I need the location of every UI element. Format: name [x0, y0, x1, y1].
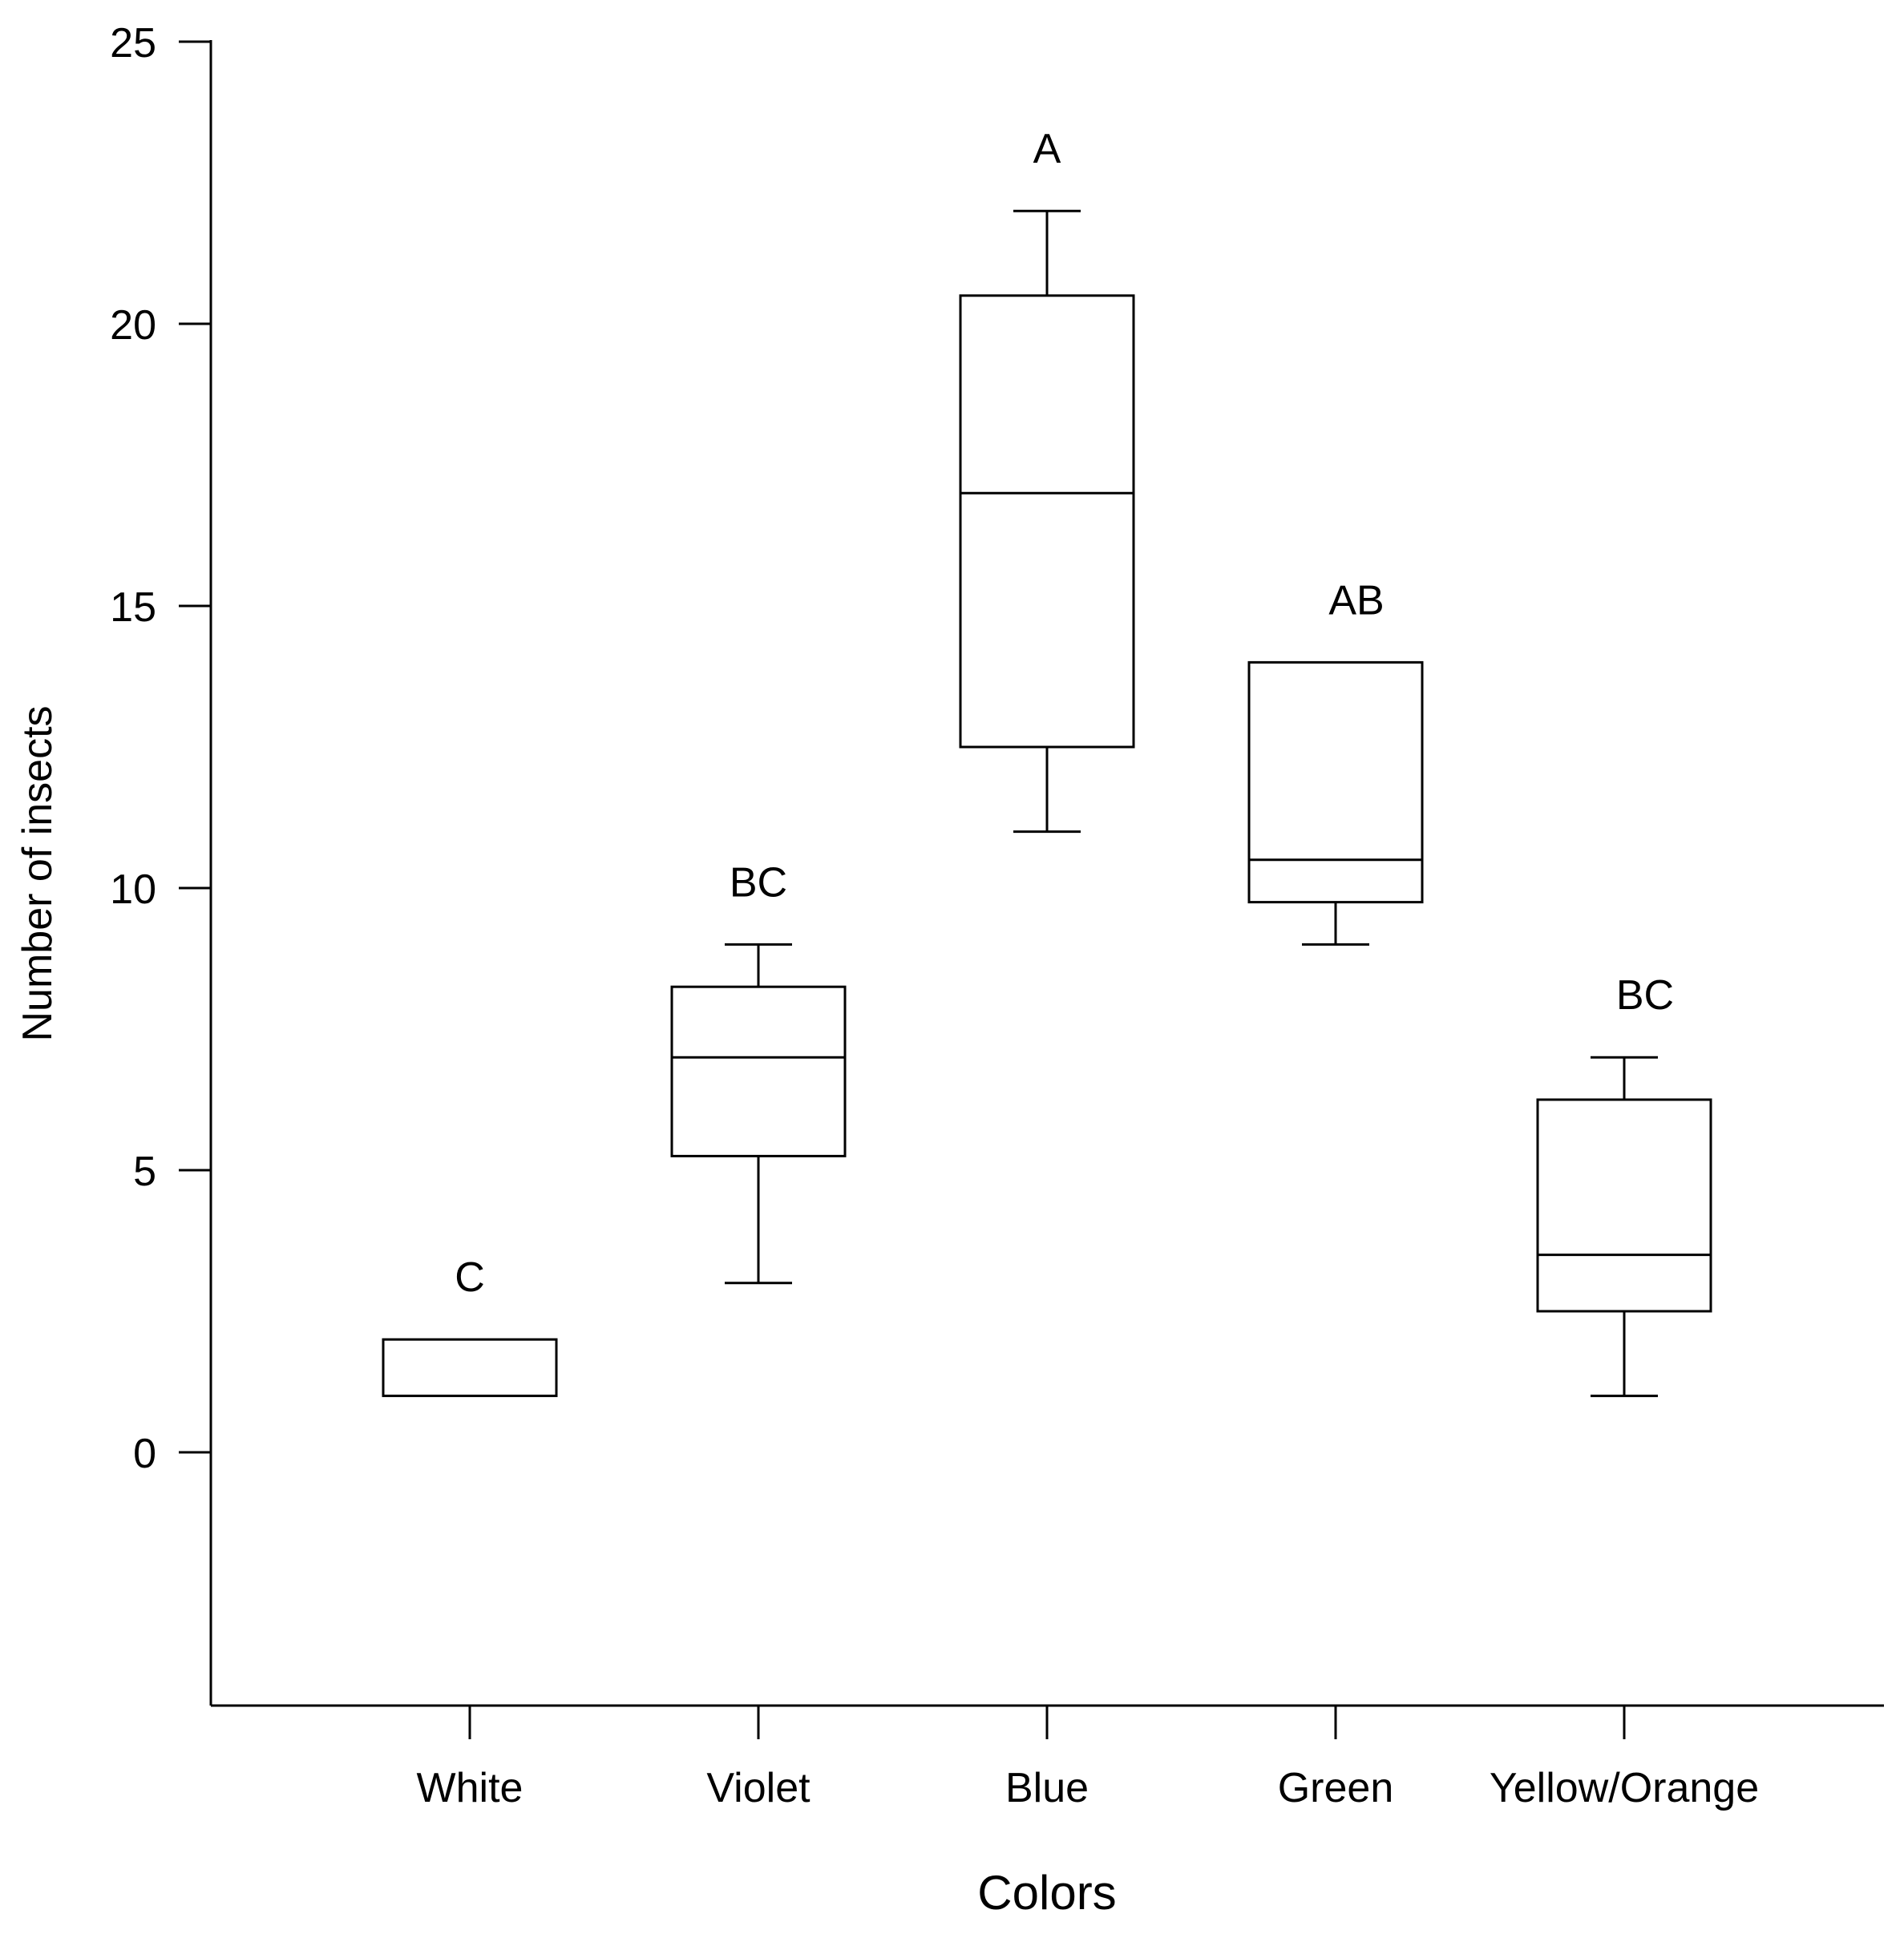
y-axis-title: Number of insects — [14, 705, 61, 1041]
x-tick-label: Violet — [706, 1765, 811, 1811]
significance-letter: BC — [730, 859, 787, 906]
x-axis-tick-labels: White Violet Blue Green Yellow/Orange — [417, 1706, 1759, 1811]
boxes — [382, 209, 1712, 1398]
y-tick-label: 15 — [110, 584, 156, 631]
y-axis-ticks: 0 5 10 15 20 25 — [110, 20, 211, 1477]
y-tick-label: 5 — [133, 1149, 156, 1195]
box-iqr — [1247, 660, 1424, 904]
box-iqr — [670, 985, 847, 1157]
significance-letters: C BC A AB BC — [455, 126, 1674, 1301]
box-yellow-orange — [1536, 1056, 1712, 1398]
significance-letter: AB — [1328, 577, 1384, 624]
x-tick-label: Green — [1278, 1765, 1394, 1811]
y-tick-label: 0 — [133, 1431, 156, 1477]
x-tick-label: Yellow/Orange — [1490, 1765, 1759, 1811]
x-axis-title: Colors — [977, 1866, 1116, 1920]
box-white — [382, 1338, 558, 1398]
box-iqr — [959, 294, 1135, 749]
box-violet — [670, 943, 847, 1285]
box-blue — [959, 209, 1135, 834]
box-iqr — [382, 1338, 558, 1398]
y-tick-label: 10 — [110, 866, 156, 913]
y-tick-label: 20 — [110, 302, 156, 349]
y-tick-label: 25 — [110, 20, 156, 67]
x-tick-label: Blue — [1005, 1765, 1089, 1811]
significance-letter: BC — [1616, 972, 1674, 1019]
box-green — [1247, 660, 1424, 946]
box-iqr — [1536, 1098, 1712, 1313]
significance-letter: C — [455, 1254, 485, 1301]
x-tick-label: White — [417, 1765, 523, 1811]
significance-letter: A — [1033, 126, 1061, 172]
